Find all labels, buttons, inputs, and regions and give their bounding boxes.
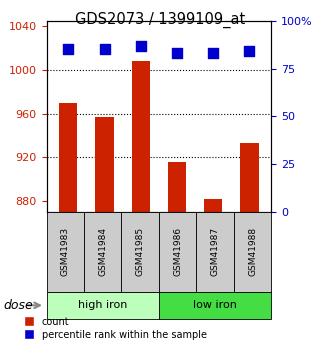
Bar xyxy=(95,117,114,212)
Text: GSM41987: GSM41987 xyxy=(211,227,220,276)
Text: high iron: high iron xyxy=(78,300,127,310)
Point xyxy=(247,49,252,54)
Legend: count, percentile rank within the sample: count, percentile rank within the sample xyxy=(24,317,207,340)
Text: GSM41984: GSM41984 xyxy=(98,227,107,276)
Point xyxy=(138,43,143,48)
Text: low iron: low iron xyxy=(193,300,237,310)
Text: GSM41983: GSM41983 xyxy=(61,227,70,276)
Text: GDS2073 / 1399109_at: GDS2073 / 1399109_at xyxy=(75,12,246,28)
Text: dose: dose xyxy=(3,299,33,312)
Bar xyxy=(204,199,222,212)
Text: GSM41985: GSM41985 xyxy=(136,227,145,276)
Text: GSM41986: GSM41986 xyxy=(173,227,182,276)
Point xyxy=(102,47,107,52)
Bar xyxy=(168,162,186,212)
Point xyxy=(211,50,216,56)
Bar xyxy=(240,143,258,212)
Bar xyxy=(59,103,77,212)
Bar xyxy=(132,61,150,212)
Point xyxy=(66,47,71,52)
Text: GSM41988: GSM41988 xyxy=(248,227,257,276)
Point xyxy=(174,50,179,56)
